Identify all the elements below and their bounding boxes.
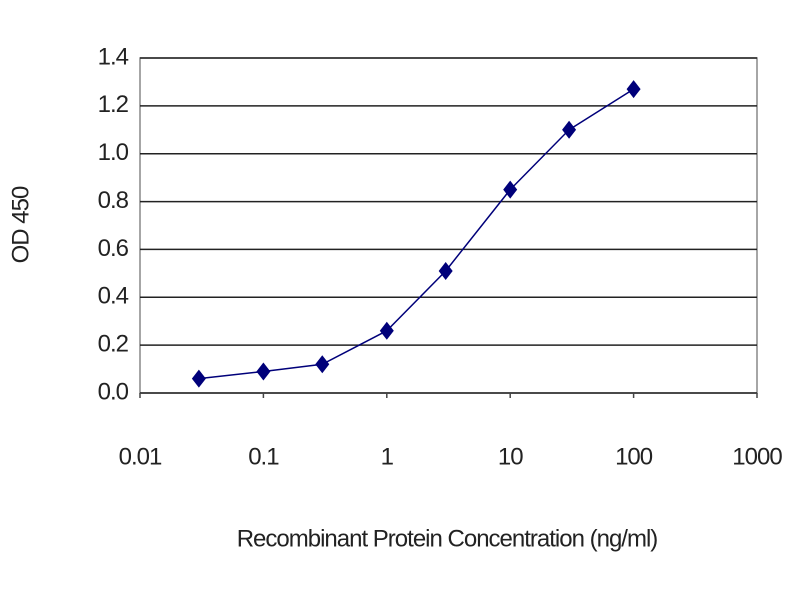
x-tick-label: 10 bbox=[498, 443, 523, 470]
y-axis-label: OD 450 bbox=[7, 186, 34, 263]
plot-area bbox=[139, 57, 758, 394]
x-tick-label: 1 bbox=[381, 443, 394, 470]
x-tick-label: 100 bbox=[615, 443, 653, 470]
y-tick-label: 0.4 bbox=[98, 283, 129, 310]
y-tick-label: 1.2 bbox=[98, 91, 129, 118]
data-point bbox=[315, 355, 330, 374]
y-tick-label: 0.0 bbox=[98, 378, 129, 405]
y-tick-label: 1.4 bbox=[98, 43, 129, 70]
data-point bbox=[503, 180, 518, 199]
data-point bbox=[191, 369, 206, 388]
data-point bbox=[379, 321, 394, 340]
data-point bbox=[438, 261, 453, 280]
y-tick-label: 0.8 bbox=[98, 187, 129, 214]
data-point bbox=[562, 120, 577, 139]
data-line bbox=[198, 88, 634, 380]
x-tick-label: 1000 bbox=[732, 443, 782, 470]
data-point bbox=[626, 80, 641, 99]
y-tick-label: 0.2 bbox=[98, 330, 129, 357]
y-tick-label: 1.0 bbox=[98, 139, 129, 166]
data-point bbox=[256, 362, 271, 381]
x-tick-label: 0.01 bbox=[119, 443, 162, 470]
y-tick-label: 0.6 bbox=[98, 235, 129, 262]
x-axis-label: Recombinant Protein Concentration (ng/ml… bbox=[237, 525, 658, 552]
x-tick-label: 0.1 bbox=[248, 443, 279, 470]
